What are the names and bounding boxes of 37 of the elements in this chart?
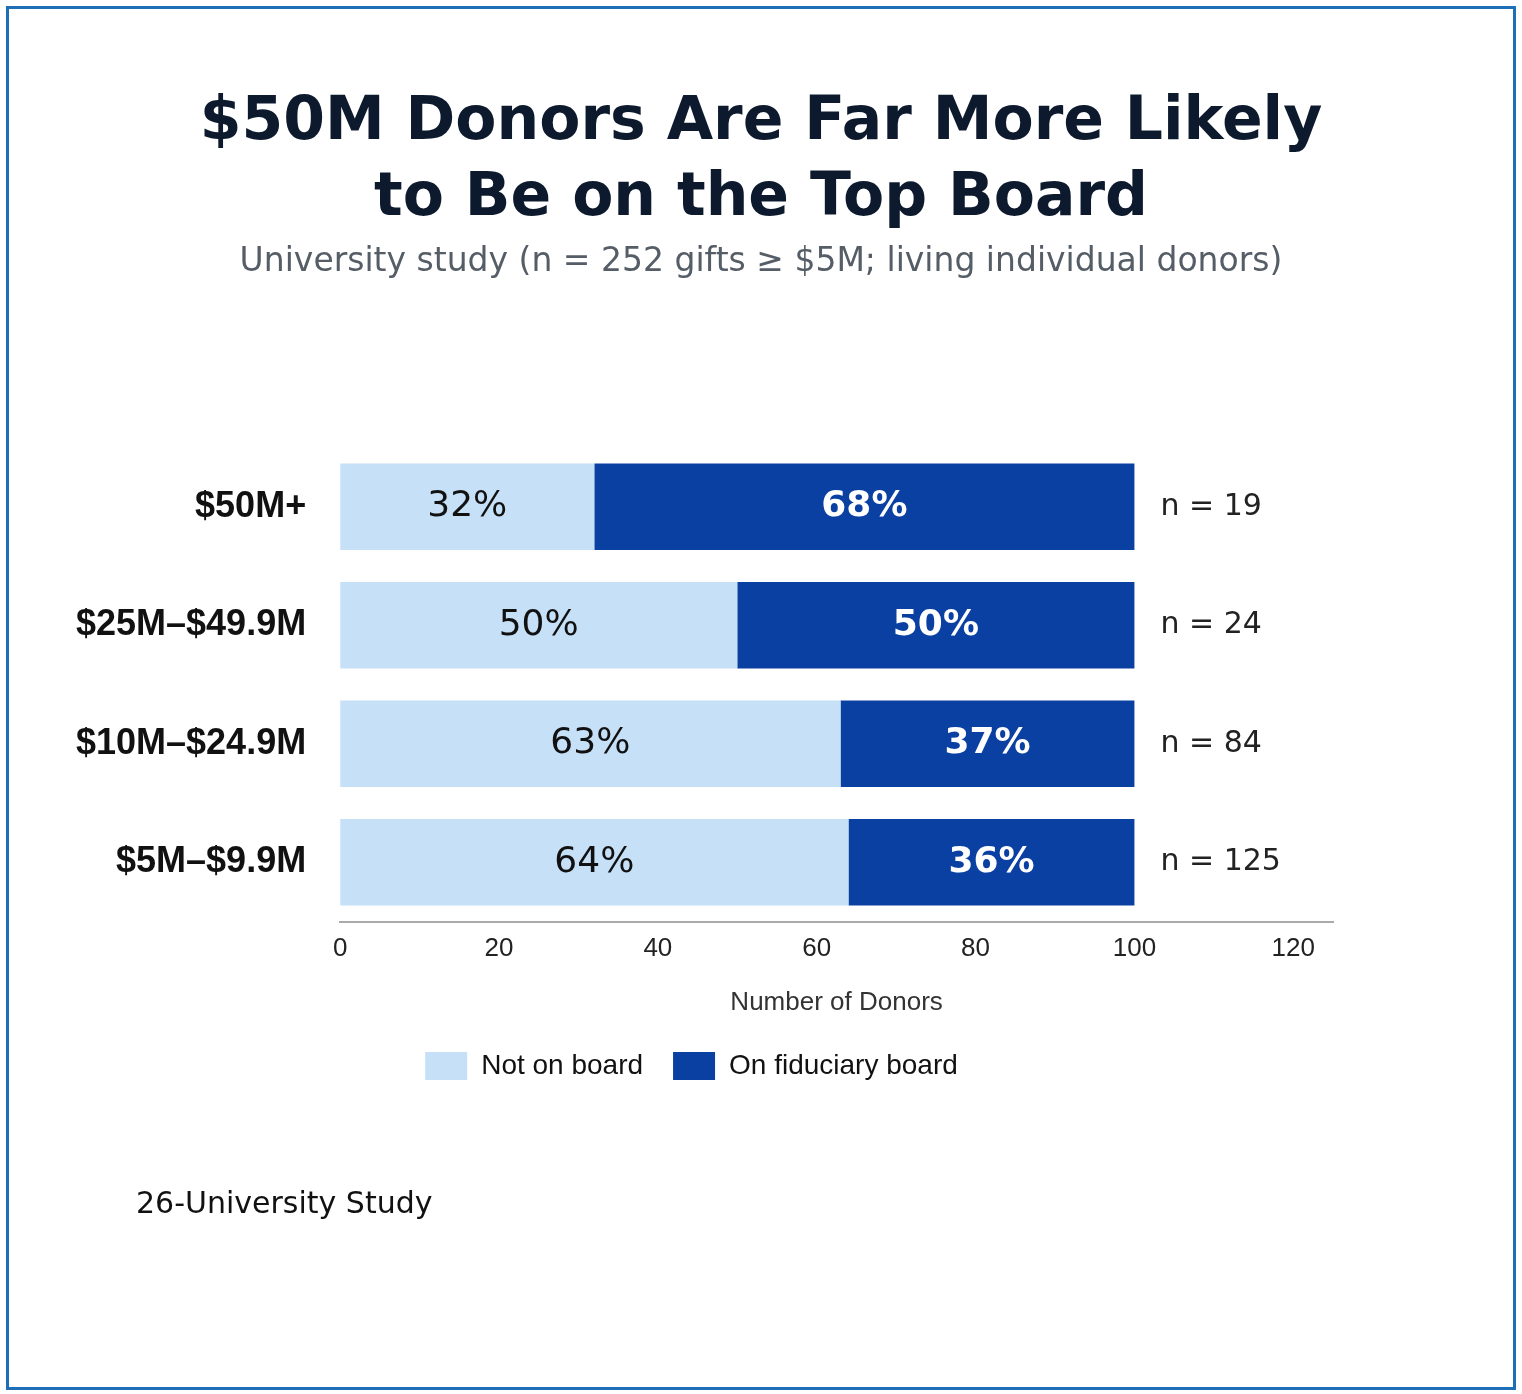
x-tick-label: 0 [332, 932, 348, 963]
data-label: 37% [944, 720, 1031, 762]
data-label: 50% [892, 601, 979, 643]
annotation: n = 19 [1160, 486, 1262, 522]
text: 26-University Study [136, 1185, 433, 1220]
x-tick-label: 100 [1112, 932, 1157, 963]
bar [340, 819, 849, 906]
y-tick-label: $50M+ [195, 483, 307, 525]
x-tick-label: 120 [1271, 932, 1315, 963]
x-tick-label: 40 [643, 932, 673, 963]
bar [340, 582, 738, 669]
x-tick-label: 60 [802, 932, 832, 963]
y-tick-label: $10M–$24.9M [75, 720, 307, 762]
bar [340, 700, 841, 788]
legend-label: Not on board [481, 1048, 644, 1080]
legend-label: On fiduciary board [729, 1048, 958, 1080]
bar [594, 463, 1135, 551]
y-tick-label: $25M–$49.9M [75, 602, 307, 644]
annotation: n = 84 [1160, 723, 1262, 759]
x-tick-label: 20 [484, 932, 514, 963]
data-label: 63% [550, 720, 631, 762]
chart-subtitle: University study (n = 252 gifts ≥ $5M; living individual donors) [238, 240, 1284, 279]
bar [840, 700, 1135, 788]
x-tick-label: 80 [961, 932, 991, 963]
data-label: 50% [498, 601, 579, 643]
data-label: 32% [427, 483, 508, 525]
annotation: n = 24 [1160, 605, 1262, 641]
data-label: 64% [554, 838, 635, 880]
bar [848, 819, 1135, 906]
x-axis-title: Number of Donors [730, 985, 943, 1016]
bar [340, 463, 595, 551]
data-label: 68% [821, 483, 908, 525]
bar [737, 582, 1135, 669]
chart-title: $50M Donors Are Far More Likely to Be on the Top Board [198, 82, 1324, 231]
data-label: 36% [948, 838, 1035, 880]
annotation: n = 125 [1160, 842, 1281, 878]
y-tick-label: $5M–$9.9M [116, 839, 307, 881]
